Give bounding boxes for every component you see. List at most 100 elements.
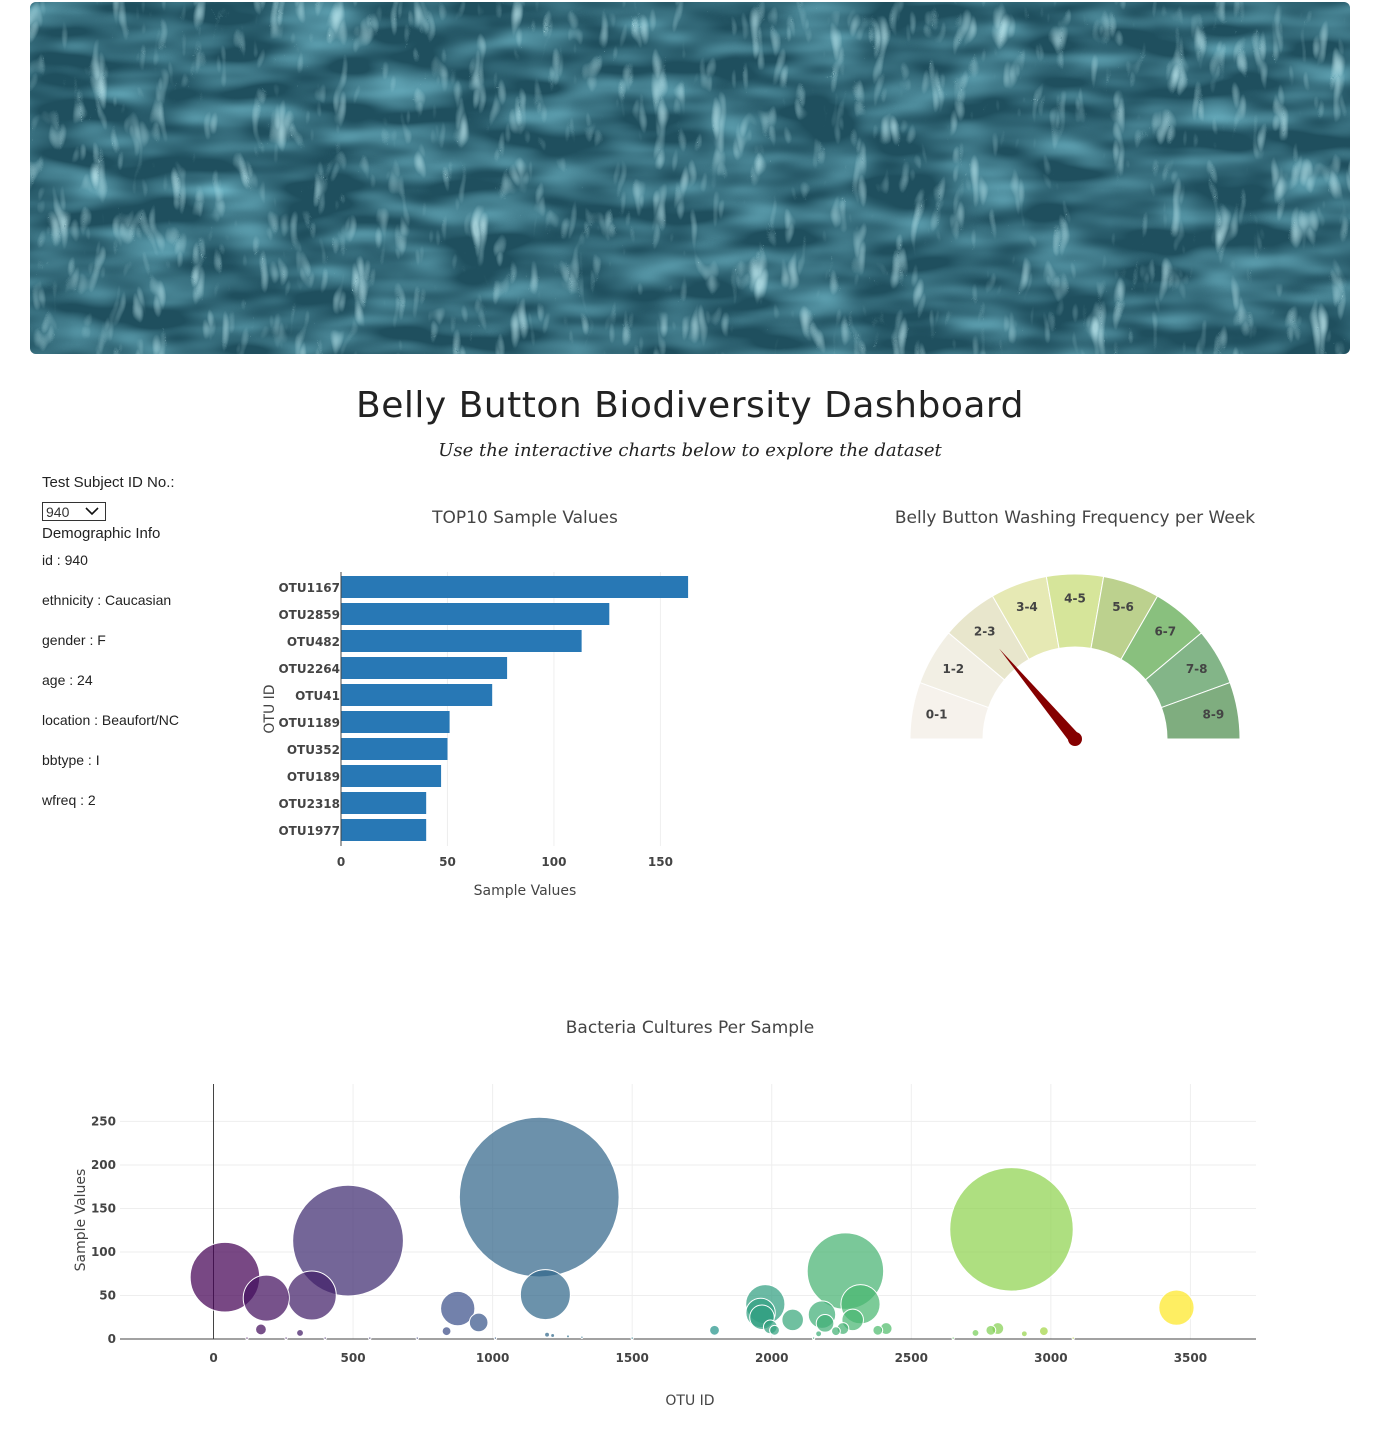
bubble-point[interactable]: [1071, 1336, 1075, 1340]
bubble-point[interactable]: [255, 1323, 267, 1336]
bubble-chart-title: Bacteria Cultures Per Sample: [565, 1018, 815, 1038]
bar-mark[interactable]: [341, 630, 582, 652]
bubble-point[interactable]: [815, 1314, 835, 1333]
bar-x-tick-label: 100: [541, 855, 566, 869]
bubble-point[interactable]: [1020, 1330, 1028, 1338]
bar-mark[interactable]: [341, 765, 442, 787]
bar-mark[interactable]: [341, 657, 508, 679]
subject-id-selected-value: 940: [46, 504, 70, 520]
bar-mark[interactable]: [341, 819, 427, 841]
gauge-section-label: 2-3: [974, 624, 996, 638]
bubble-point[interactable]: [1038, 1326, 1049, 1337]
bubble-point[interactable]: [368, 1336, 372, 1340]
bubble-point[interactable]: [831, 1326, 841, 1337]
bar-category-label: OTU189: [287, 770, 340, 784]
bubble-point[interactable]: [815, 1330, 823, 1338]
bar-mark[interactable]: [341, 792, 427, 814]
bubble-point[interactable]: [440, 1290, 476, 1327]
bubble-x-axis-label: OTU ID: [665, 1393, 714, 1409]
demographic-item: wfreq : 2: [42, 792, 96, 808]
bar-x-tick-label: 150: [648, 855, 673, 869]
bubble-point[interactable]: [242, 1274, 290, 1322]
gauge-section-label: 0-1: [926, 708, 948, 722]
bubble-x-tick-label: 2000: [755, 1351, 788, 1365]
bubble-point[interactable]: [971, 1328, 980, 1337]
bubble-x-tick-label: 500: [341, 1351, 366, 1365]
demographic-item: age : 24: [42, 672, 93, 688]
bubble-point[interactable]: [985, 1324, 997, 1336]
bubble-point[interactable]: [296, 1328, 304, 1337]
bubble-y-tick-label: 50: [99, 1288, 116, 1302]
bar-x-axis-label: Sample Values: [474, 883, 577, 899]
bubble-point[interactable]: [580, 1335, 584, 1339]
bubble-point[interactable]: [323, 1336, 327, 1340]
gauge-needle: [999, 648, 1080, 743]
bubble-point[interactable]: [245, 1336, 249, 1340]
bubble-point[interactable]: [468, 1312, 489, 1333]
bubble-point[interactable]: [1158, 1289, 1195, 1326]
bubble-point[interactable]: [951, 1336, 955, 1340]
gauge-section-label: 3-4: [1016, 600, 1038, 614]
gauge-section-label: 6-7: [1154, 624, 1176, 638]
washing-frequency-gauge[interactable]: 0-1 1-2 2-3 3-4 4-5 5-6 6-7 7-8 8-9: [900, 560, 1250, 760]
bar-category-label: OTU41: [295, 689, 340, 703]
bar-mark[interactable]: [341, 603, 610, 625]
bubble-point[interactable]: [519, 1269, 571, 1321]
bubble-y-axis-label: Sample Values: [73, 1169, 89, 1272]
bar-mark[interactable]: [341, 738, 448, 760]
demographic-item: bbtype : I: [42, 752, 100, 768]
bar-mark[interactable]: [341, 711, 450, 733]
bubble-point[interactable]: [441, 1326, 452, 1337]
bar-category-label: OTU482: [287, 635, 340, 649]
bar-category-label: OTU2264: [278, 662, 340, 676]
chevron-down-icon: [85, 507, 99, 516]
gauge-needle-hub: [1068, 732, 1082, 746]
subject-id-select[interactable]: 940: [42, 502, 106, 521]
bubble-point[interactable]: [630, 1336, 634, 1340]
bar-chart-title: TOP10 Sample Values: [432, 508, 618, 528]
bubble-y-tick-label: 150: [91, 1201, 116, 1215]
bar-x-tick-label: 0: [337, 855, 345, 869]
bubble-point[interactable]: [709, 1324, 720, 1336]
bubble-x-tick-label: 3500: [1174, 1351, 1207, 1365]
bubble-y-tick-label: 100: [91, 1245, 116, 1259]
bubble-x-tick-label: 0: [209, 1351, 217, 1365]
gauge-section: [1160, 681, 1241, 740]
bubble-point[interactable]: [550, 1333, 556, 1338]
bubble-x-tick-label: 1000: [476, 1351, 509, 1365]
bubble-point[interactable]: [286, 1270, 337, 1321]
bubble-point[interactable]: [781, 1308, 804, 1332]
bar-category-label: OTU1189: [278, 716, 340, 730]
gauge-section-label: 4-5: [1064, 592, 1086, 606]
bar-y-axis-label: OTU ID: [262, 684, 278, 733]
bar-category-label: OTU1167: [278, 581, 340, 595]
bubble-point[interactable]: [811, 1336, 816, 1340]
bar-mark[interactable]: [341, 684, 493, 706]
gauge-section-label: 5-6: [1112, 600, 1134, 614]
bubble-point[interactable]: [769, 1324, 780, 1336]
bubble-y-tick-label: 200: [91, 1158, 116, 1172]
bar-mark[interactable]: [341, 576, 689, 598]
bubble-point[interactable]: [284, 1336, 288, 1340]
demographic-item: id : 940: [42, 552, 88, 568]
bubble-point[interactable]: [458, 1116, 620, 1278]
bubble-point[interactable]: [949, 1167, 1074, 1292]
bubble-point[interactable]: [493, 1336, 498, 1340]
bubble-point[interactable]: [566, 1334, 570, 1339]
gauge-chart-title: Belly Button Washing Frequency per Week: [894, 508, 1256, 528]
gauge-section-label: 8-9: [1203, 708, 1225, 722]
bar-category-label: OTU352: [287, 743, 340, 757]
header-banner-image: [30, 2, 1350, 354]
top10-bar-chart[interactable]: 0 50 100 150 OTU1167 OTU2859 OTU482 OTU2264 OTU4…: [255, 560, 715, 910]
bubble-y-tick-label: 250: [91, 1114, 116, 1128]
bubble-y-tick-label: 0: [108, 1332, 116, 1346]
bubble-point[interactable]: [415, 1336, 419, 1340]
bubble-point[interactable]: [544, 1331, 550, 1338]
bubble-point[interactable]: [292, 1184, 404, 1297]
bubble-x-tick-label: 3000: [1034, 1351, 1067, 1365]
demographic-item: ethnicity : Caucasian: [42, 592, 172, 608]
bubble-point[interactable]: [872, 1324, 884, 1336]
demographic-item: location : Beaufort/NC: [42, 712, 179, 728]
page-title: Belly Button Biodiversity Dashboard: [356, 385, 1024, 426]
